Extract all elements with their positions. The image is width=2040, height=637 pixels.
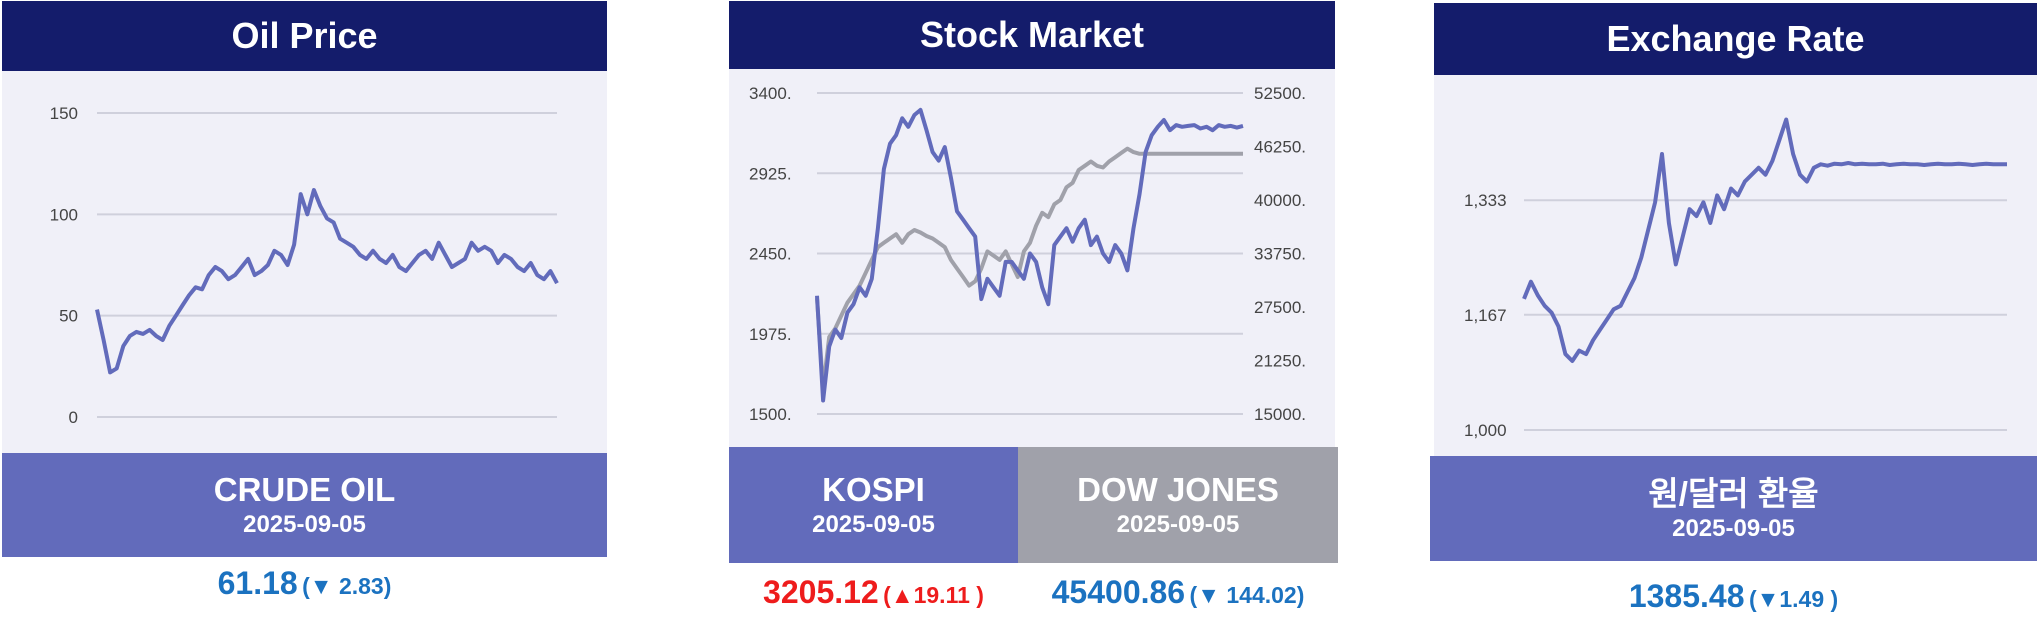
kospi-value-row: 3205.12 (▲19.11 ): [729, 574, 1018, 611]
fx-y-tick-label: 1,333: [1464, 191, 1507, 210]
dow-value-row: 45400.86 (▼ 144.02): [1018, 574, 1338, 611]
dow-jones-line: [815, 146, 1243, 391]
stock-chart: 1500. 1975. 2450. 2925. 3400. 15000. 21250. 275…: [729, 69, 1335, 447]
dow-date: 2025-09-05: [1116, 511, 1240, 538]
stock-left-tick-label: 1500.: [749, 405, 792, 424]
oil-y-tick-label: 100: [50, 205, 78, 224]
stock-left-tick-label: 2450.: [749, 245, 792, 264]
kospi-line: [815, 107, 1244, 403]
oil-y-tick-label: 50: [59, 307, 78, 326]
fx-value: 1385.48: [1628, 578, 1745, 614]
oil-y-tick-label: 150: [50, 104, 78, 123]
stock-title: Stock Market: [729, 1, 1335, 69]
fx-y-tick-label: 1,000: [1464, 421, 1507, 440]
fx-y-tick-label: 1,167: [1464, 306, 1507, 325]
fx-change: (▼1.49 ): [1748, 586, 1839, 612]
fx-rate-line: [1522, 117, 2007, 363]
fx-chart: 1,000 1,167 1,333: [1434, 75, 2037, 456]
stock-left-tick-label: 2925.: [749, 164, 792, 183]
stock-right-tick-label: 27500.: [1254, 298, 1306, 317]
oil-value-row: 61.18 (▼ 2.83): [2, 565, 607, 602]
stock-right-tick-label: 40000.: [1254, 191, 1306, 210]
kospi-change: (▲19.11 ): [883, 582, 984, 608]
dow-info-box: DOW JONES 2025-09-05: [1018, 447, 1338, 563]
fx-info-box: 원/달러 환율 2025-09-05: [1430, 456, 2037, 561]
fx-name: 원/달러 환율: [1648, 474, 1819, 512]
stock-right-tick-label: 46250.: [1254, 138, 1306, 157]
stock-right-tick-label: 52500.: [1254, 84, 1306, 103]
kospi-name: KOSPI: [822, 471, 925, 508]
oil-y-tick-label: 0: [69, 408, 78, 427]
oil-name: CRUDE OIL: [213, 471, 396, 508]
oil-price-line: [95, 188, 559, 375]
oil-info-box: CRUDE OIL 2025-09-05: [2, 453, 607, 557]
stock-left-tick-label: 3400.: [749, 84, 792, 103]
oil-value: 61.18: [217, 565, 298, 601]
oil-title: Oil Price: [2, 1, 607, 71]
stock-right-tick-label: 33750.: [1254, 245, 1306, 264]
fx-title: Exchange Rate: [1434, 3, 2037, 75]
fx-date: 2025-09-05: [1672, 514, 1795, 542]
stock-left-tick-label: 1975.: [749, 325, 792, 344]
stock-chart-svg: 1500. 1975. 2450. 2925. 3400. 15000. 21250. 275…: [749, 84, 1306, 424]
dow-change: (▼ 144.02): [1189, 582, 1305, 608]
dow-name: DOW JONES: [1077, 471, 1279, 508]
kospi-value: 3205.12: [763, 574, 879, 610]
stock-right-tick-label: 21250.: [1254, 352, 1306, 371]
kospi-info-box: KOSPI 2025-09-05: [729, 447, 1018, 563]
oil-chart: 0 50 100 150: [2, 71, 607, 453]
dow-value: 45400.86: [1051, 574, 1186, 610]
fx-chart-svg: 1,000 1,167 1,333: [1464, 117, 2007, 440]
oil-chart-svg: 0 50 100 150: [50, 104, 559, 427]
oil-date: 2025-09-05: [243, 511, 366, 538]
oil-change: (▼ 2.83): [302, 573, 392, 599]
kospi-date: 2025-09-05: [812, 511, 935, 538]
stock-right-tick-label: 15000.: [1254, 405, 1306, 424]
fx-value-row: 1385.48 (▼1.49 ): [1430, 578, 2037, 615]
